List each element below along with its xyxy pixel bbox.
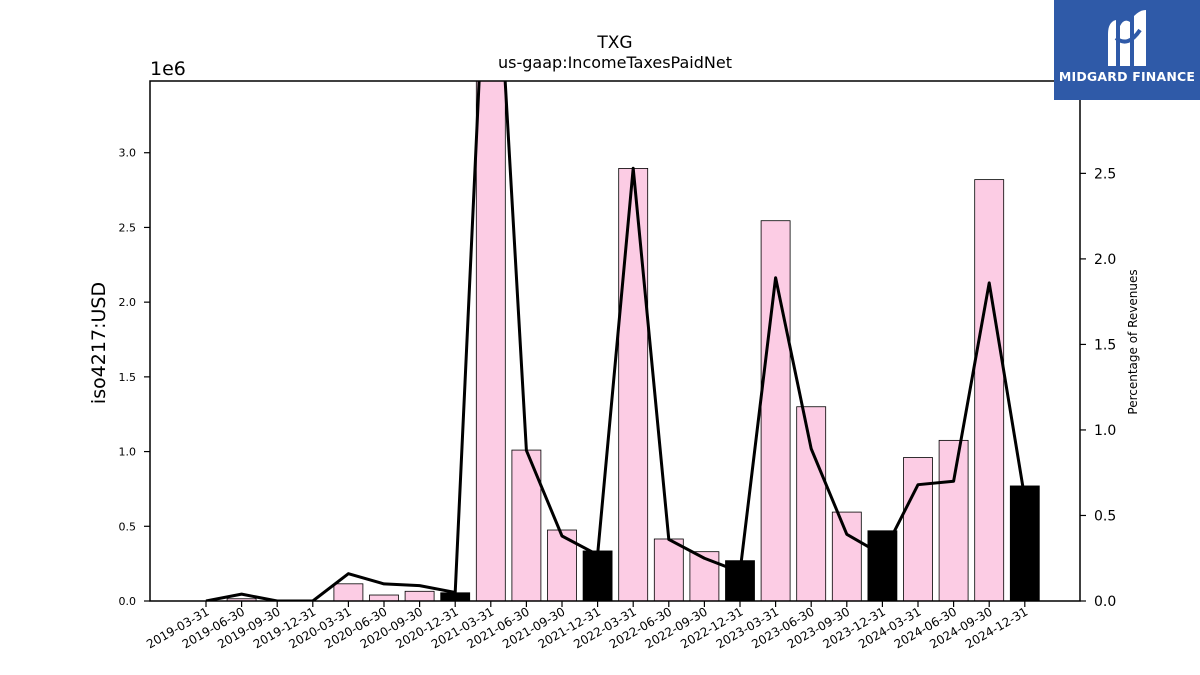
plot-frame bbox=[149, 80, 1081, 602]
bar-2020-09-30 bbox=[404, 590, 435, 601]
bar-2021-12-31 bbox=[582, 550, 613, 601]
y2-tick-label: 2.0 bbox=[1094, 252, 1116, 268]
bar-2023-12-31 bbox=[867, 530, 898, 601]
line-group bbox=[205, 81, 1027, 601]
y-tick-label: 2.5 bbox=[119, 221, 137, 234]
y2-tick-label: 1.5 bbox=[1094, 337, 1116, 353]
bar-2023-09-30 bbox=[831, 511, 862, 601]
bar-2020-06-30 bbox=[369, 594, 399, 601]
bar-2024-12-31 bbox=[1009, 485, 1040, 601]
bar-2020-12-31 bbox=[440, 592, 471, 601]
percentage-line bbox=[205, 81, 1027, 601]
y-axis-label: iso4217:USD bbox=[88, 282, 110, 404]
bar-2024-03-31 bbox=[903, 457, 933, 601]
y2-tick-label: 1.0 bbox=[1094, 423, 1116, 439]
y-tick-label: 1.5 bbox=[119, 371, 137, 384]
y-tick-label: 3.0 bbox=[119, 147, 137, 160]
chart-subtitle: us-gaap:IncomeTaxesPaidNet bbox=[498, 53, 732, 72]
bar-2022-03-31 bbox=[618, 168, 649, 601]
logo-text: MIDGARD FINANCE bbox=[1058, 69, 1196, 84]
bar-2023-06-30 bbox=[796, 406, 827, 601]
y-tick-label: 2.0 bbox=[119, 296, 137, 309]
y2-tick-label: 0.0 bbox=[1094, 594, 1116, 610]
bar-2024-09-30 bbox=[974, 179, 1005, 601]
y-offset-label: 1e6 bbox=[150, 58, 186, 80]
chart-title: TXG bbox=[596, 33, 632, 53]
midgard-finance-logo: MIDGARD FINANCE bbox=[1054, 0, 1200, 100]
bars-group bbox=[226, 81, 1040, 601]
y-tick-label: 1.0 bbox=[119, 446, 137, 459]
bar-2022-06-30 bbox=[653, 538, 684, 601]
y-tick-label: 0.0 bbox=[119, 595, 137, 608]
y-tick-label: 0.5 bbox=[119, 520, 137, 533]
y2-tick-label: 2.5 bbox=[1094, 166, 1116, 182]
y2-tick-label: 0.5 bbox=[1094, 508, 1116, 524]
bar-2021-03-31 bbox=[475, 81, 506, 601]
y2-axis-label: Percentage of Revenues bbox=[1126, 269, 1140, 414]
logo-mark-icon bbox=[1108, 10, 1146, 67]
bar-2024-06-30 bbox=[938, 439, 969, 601]
bar-2020-03-31 bbox=[333, 583, 364, 601]
